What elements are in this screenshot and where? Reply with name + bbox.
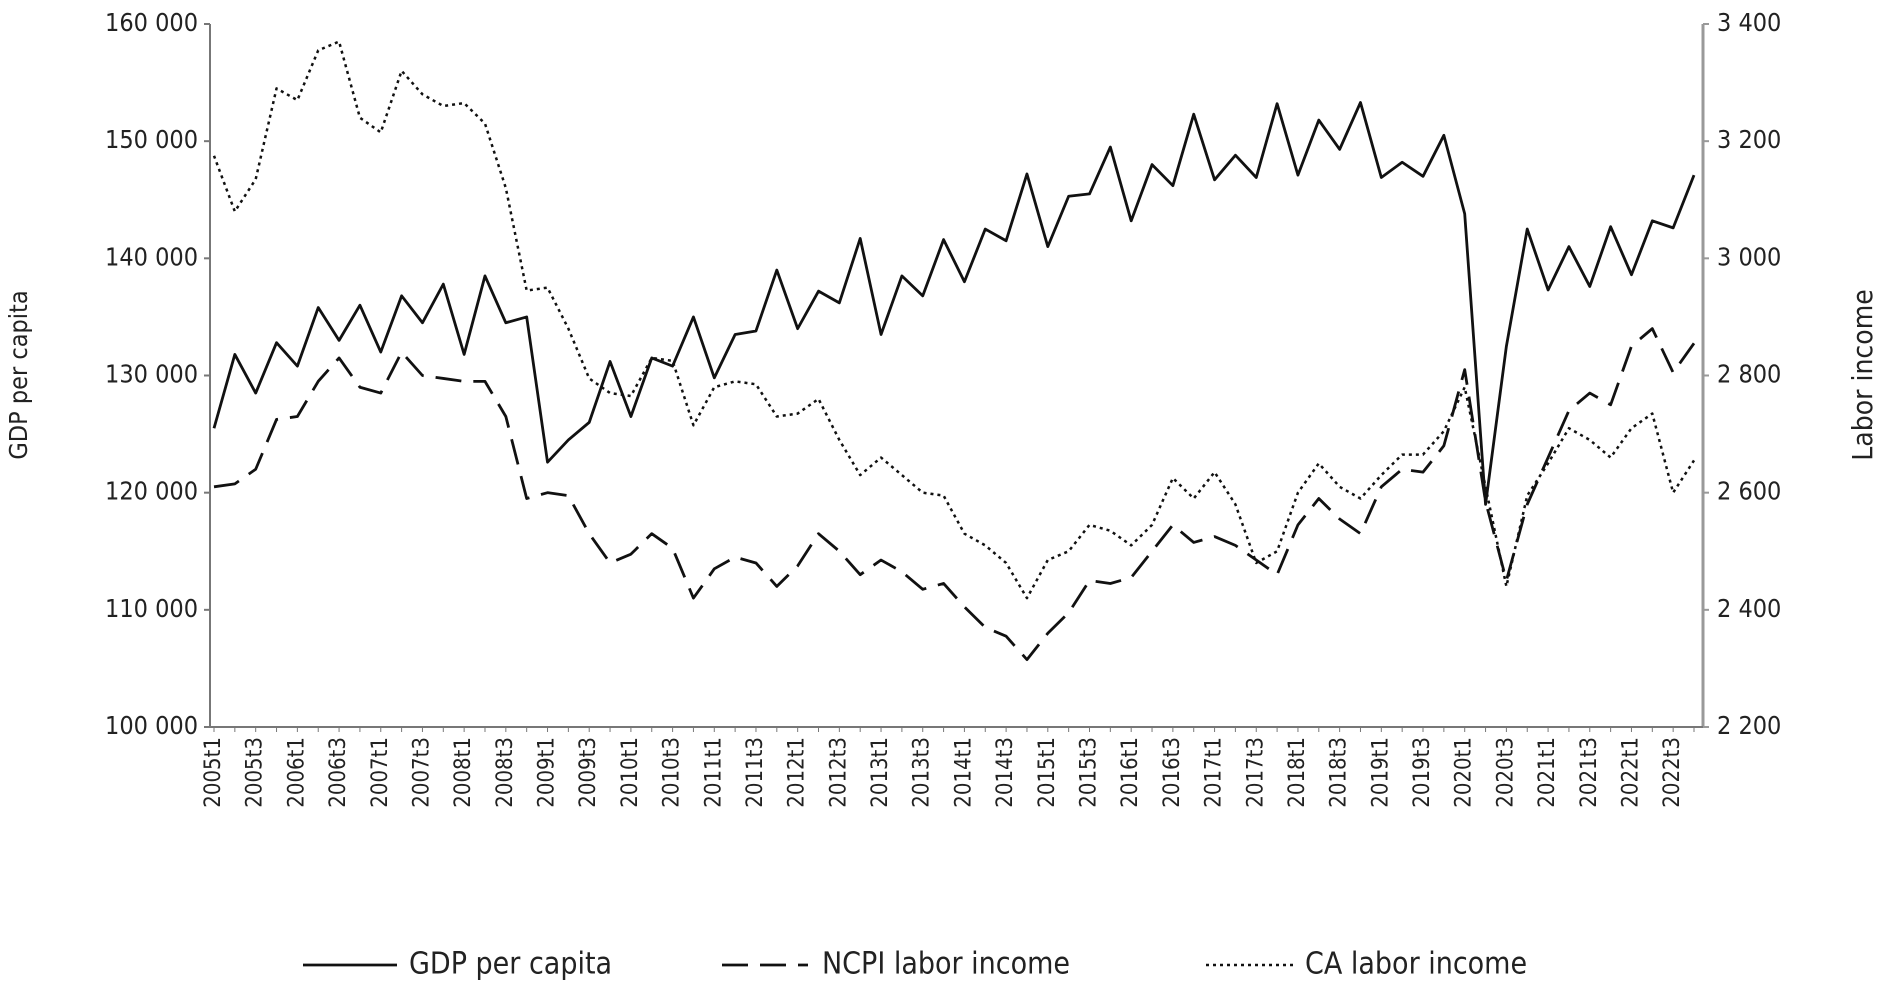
- y-axis-label: GDP per capita: [4, 290, 33, 459]
- series-line: [212, 101, 1696, 506]
- y2-axis-label: Labor income: [1846, 289, 1879, 461]
- x-tick-label: 2022t3: [1660, 737, 1685, 808]
- x-tick-label: 2013t3: [910, 737, 935, 808]
- x-tick-label: 2010t1: [618, 737, 643, 808]
- x-tick-label: 2017t1: [1202, 737, 1227, 808]
- x-tick-label: 2005t1: [201, 737, 226, 808]
- x-tick-label: 2008t1: [451, 737, 476, 808]
- x-tick-label: 2021t3: [1577, 737, 1602, 808]
- y2-tick-label: 3 400: [1717, 8, 1781, 37]
- x-tick-label: 2018t1: [1285, 737, 1310, 808]
- x-tick-label: 2016t1: [1118, 737, 1143, 808]
- y-tick-label: 150 000: [105, 125, 198, 154]
- series-line: [213, 327, 1696, 662]
- x-tick-label: 2012t3: [826, 737, 851, 808]
- x-tick-label: 2006t3: [326, 737, 351, 808]
- x-tick-label: 2018t3: [1327, 737, 1352, 808]
- x-tick-label: 2014t3: [993, 737, 1018, 808]
- legend-label: GDP per capita: [409, 947, 612, 982]
- x-tick-label: 2015t1: [1035, 737, 1060, 808]
- x-tick-label: 2011t1: [701, 737, 726, 808]
- x-tick-label: 2011t3: [743, 737, 768, 808]
- x-tick-label: 2022t1: [1618, 737, 1643, 808]
- y-tick-label: 160 000: [105, 8, 198, 37]
- x-tick-label: 2005t3: [243, 737, 268, 808]
- x-tick-label: 2013t1: [868, 737, 893, 808]
- x-tick-label: 2008t3: [493, 737, 518, 808]
- x-tick-label: 2010t3: [660, 737, 685, 808]
- x-tick-label: 2016t3: [1160, 737, 1185, 808]
- x-tick-label: 2006t1: [284, 737, 309, 808]
- y-tick-label: 130 000: [105, 360, 198, 389]
- x-tick-label: 2020t1: [1452, 737, 1477, 808]
- x-tick-label: 2009t3: [576, 737, 601, 808]
- series-line: [212, 40, 1696, 600]
- x-tick-label: 2019t1: [1368, 737, 1393, 808]
- y2-tick-label: 2 800: [1717, 360, 1781, 389]
- x-tick-label: 2014t1: [951, 737, 976, 808]
- legend-label: NCPI labor income: [822, 947, 1070, 982]
- x-tick-label: 2017t3: [1243, 737, 1268, 808]
- y-tick-label: 110 000: [105, 594, 198, 623]
- x-tick-label: 2021t1: [1535, 737, 1560, 808]
- y2-tick-label: 2 600: [1717, 477, 1781, 506]
- x-tick-label: 2009t1: [535, 737, 560, 808]
- x-tick-label: 2020t3: [1493, 737, 1518, 808]
- y2-tick-label: 3 000: [1717, 242, 1781, 271]
- y2-tick-label: 3 200: [1717, 125, 1781, 154]
- legend-label: CA labor income: [1305, 947, 1527, 982]
- x-tick-label: 2007t1: [368, 737, 393, 808]
- x-tick-label: 2012t1: [785, 737, 810, 808]
- y2-tick-label: 2 400: [1717, 594, 1781, 623]
- x-tick-label: 2007t3: [409, 737, 434, 808]
- y-tick-label: 120 000: [105, 477, 198, 506]
- y-tick-label: 140 000: [105, 242, 198, 271]
- x-tick-label: 2015t3: [1076, 737, 1101, 808]
- y2-tick-label: 2 200: [1717, 711, 1781, 740]
- y-tick-label: 100 000: [105, 711, 198, 740]
- x-tick-label: 2019t3: [1410, 737, 1435, 808]
